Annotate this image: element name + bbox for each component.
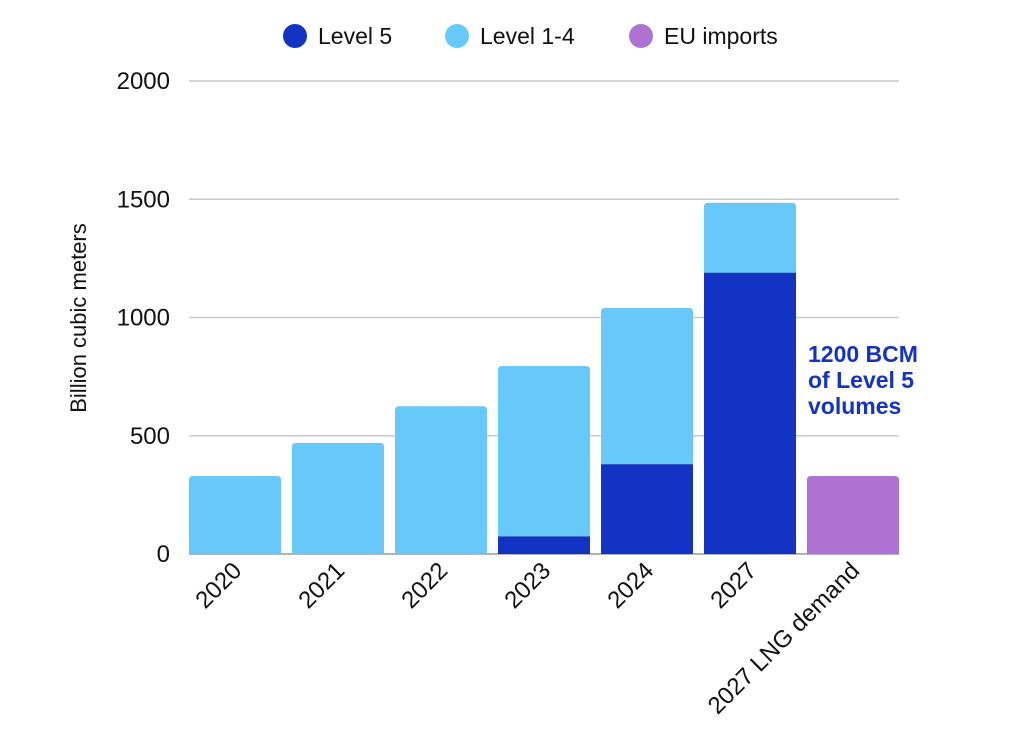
x-tick-label: 2020 <box>190 557 247 614</box>
bar-segment-level-1-4 <box>292 442 384 554</box>
y-tick-label: 500 <box>130 423 170 450</box>
x-tick-label: 2022 <box>396 557 453 614</box>
annotation: 1200 BCM of Level 5 volumes <box>808 341 918 419</box>
x-tick-label: 2027 <box>705 557 762 614</box>
legend-label: EU imports <box>664 23 778 49</box>
legend-swatch <box>283 24 307 48</box>
bar-segment-level-5 <box>498 536 590 554</box>
y-axis-ticks: 0 500 1000 1500 2000 <box>117 68 170 568</box>
y-tick-label: 0 <box>157 541 170 568</box>
y-axis-label: Billion cubic meters <box>66 223 91 413</box>
y-tick-label: 1000 <box>117 305 170 332</box>
annotation-line: 1200 BCM <box>808 341 918 367</box>
bars <box>189 202 899 554</box>
legend-swatch <box>629 24 653 48</box>
bar-segment-level-1-4 <box>395 406 487 554</box>
annotation-line: volumes <box>808 393 901 419</box>
bar-segment-level-1-4 <box>601 308 693 465</box>
y-tick-label: 1500 <box>117 186 170 213</box>
bar-segment-level-1-4 <box>704 202 796 273</box>
legend-label: Level 1-4 <box>480 23 575 49</box>
legend-swatch <box>445 24 469 48</box>
x-tick-label: 2024 <box>602 557 659 614</box>
legend-label: Level 5 <box>318 23 392 49</box>
bar-segment-level-1-4 <box>189 475 281 554</box>
bar-segment-level-5 <box>704 272 796 554</box>
annotation-line: of Level 5 <box>808 367 914 393</box>
bar-segment-eu-imports <box>807 475 899 554</box>
y-tick-label: 2000 <box>117 68 170 95</box>
legend: Level 5 Level 1-4 EU imports <box>283 23 778 49</box>
bar-segment-level-5 <box>601 464 693 554</box>
bar-segment-level-1-4 <box>498 365 590 537</box>
x-tick-label: 2021 <box>293 557 350 614</box>
x-tick-label: 2023 <box>499 557 556 614</box>
